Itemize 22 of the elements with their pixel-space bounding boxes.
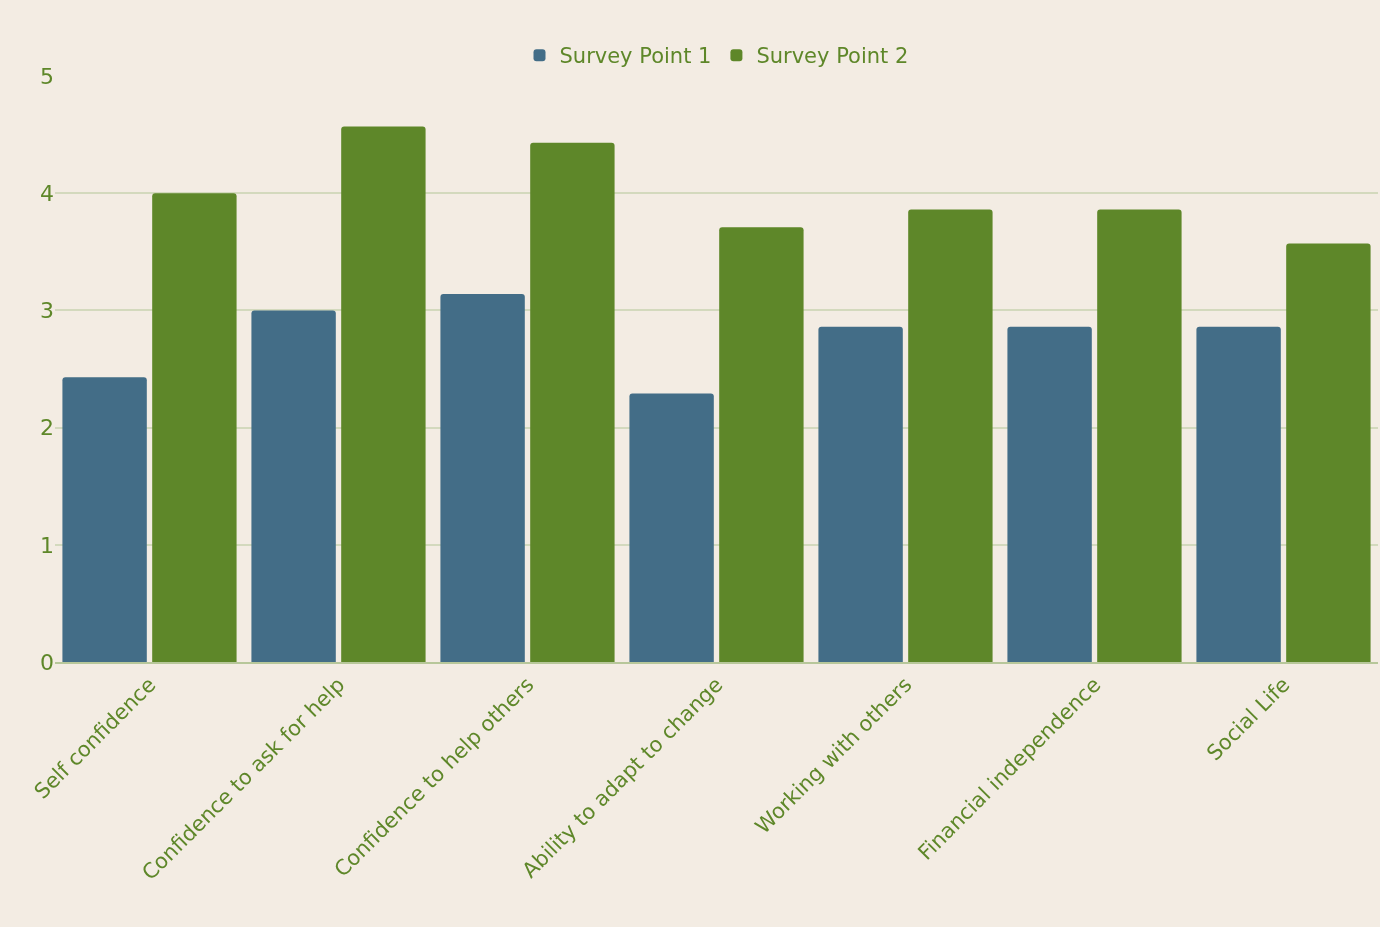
bar (530, 142, 615, 662)
y-tick-label: 2 (40, 415, 54, 441)
bar (1007, 326, 1092, 662)
bar (1286, 243, 1371, 662)
bar (818, 326, 903, 662)
bar (440, 293, 525, 662)
y-tick-label: 1 (40, 532, 54, 558)
y-tick-label: 5 (40, 63, 54, 89)
bar (341, 126, 426, 662)
bar (1097, 209, 1182, 662)
bar (251, 310, 336, 662)
bar (1196, 326, 1281, 662)
y-tick-label: 0 (40, 649, 54, 675)
y-tick-label: 4 (40, 180, 54, 206)
bar (908, 209, 993, 662)
bar (719, 227, 804, 662)
bar (62, 377, 147, 662)
bar (152, 193, 237, 662)
bar (629, 393, 714, 662)
y-tick-label: 3 (40, 298, 54, 324)
legend-label: Survey Point 2 (756, 44, 909, 69)
legend-label: Survey Point 1 (559, 44, 712, 69)
